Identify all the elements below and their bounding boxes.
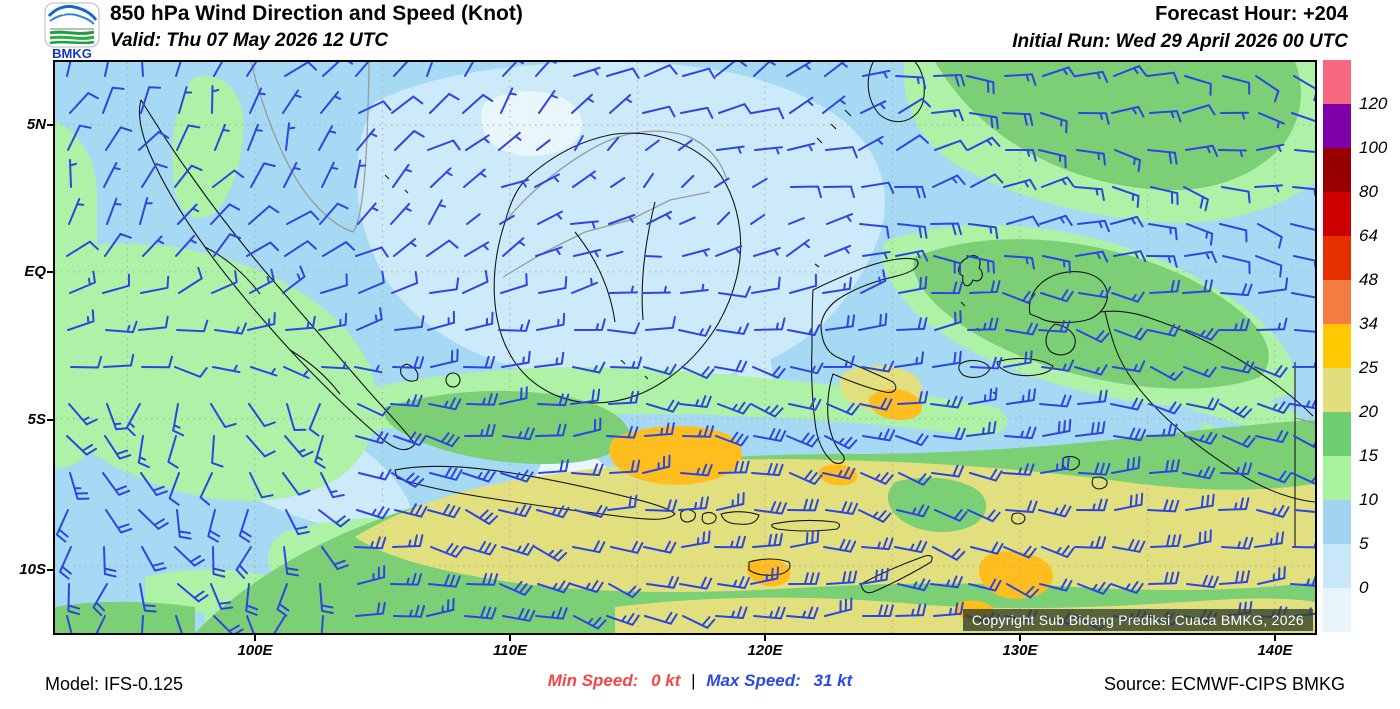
speed-separator: | (691, 671, 696, 690)
lon-tick-mark (509, 634, 511, 641)
colorbar-segment (1323, 368, 1351, 412)
wind-map: Copyright Sub Bidang Prediksi Cuaca BMKG… (55, 62, 1315, 633)
lat-tick-label: 5S (27, 411, 46, 428)
lon-tick-mark (254, 634, 256, 641)
wind-map-svg (55, 62, 1315, 633)
colorbar-segment (1323, 280, 1351, 324)
colorbar-label: 0 (1359, 578, 1369, 597)
lat-tick-mark (47, 569, 54, 571)
lon-tick-label: 140E (1257, 642, 1293, 659)
max-speed-label: Max Speed: (706, 671, 801, 690)
max-speed-value: 31 kt (813, 671, 853, 690)
lat-tick-label: 5N (26, 116, 46, 133)
colorbar-label: 15 (1359, 446, 1378, 465)
colorbar-segment (1323, 192, 1351, 236)
colorbar-segment (1323, 104, 1351, 148)
colorbar-segment (1323, 588, 1351, 632)
speed-range-labels: Min Speed: 0 kt | Max Speed: 31 kt (470, 671, 930, 691)
wind-barbs (55, 62, 1315, 633)
lon-tick-mark (764, 634, 766, 641)
lat-tick-mark (47, 124, 54, 126)
colorbar-label: 64 (1359, 226, 1378, 245)
colorbar-segment (1323, 324, 1351, 368)
lon-tick-label: 110E (493, 642, 527, 659)
colorbar-label: 100 (1359, 138, 1388, 157)
page-title: 850 hPa Wind Direction and Speed (Knot) (110, 2, 523, 25)
lat-tick-label: EQ (24, 263, 46, 280)
lon-tick-label: 120E (747, 642, 783, 659)
copyright-overlay: Copyright Sub Bidang Prediksi Cuaca BMKG… (962, 609, 1313, 631)
valid-time-label: Valid: Thu 07 May 2026 12 UTC (110, 30, 389, 51)
colorbar-label: 80 (1359, 182, 1378, 201)
lon-tick-mark (1019, 634, 1021, 641)
colorbar-label: 5 (1359, 534, 1369, 553)
shading-25-34kt (609, 389, 1054, 623)
colorbar-label: 48 (1359, 270, 1378, 289)
source-label: Source: ECMWF-CIPS BMKG (1103, 674, 1345, 694)
initial-run-label: Initial Run: Wed 29 April 2026 00 UTC (1012, 31, 1348, 52)
coastlines (138, 62, 1315, 594)
lat-tick-mark (47, 419, 54, 421)
bmkg-logo-text: BMKG (52, 46, 92, 60)
colorbar-label: 25 (1359, 358, 1378, 377)
colorbar-label: 34 (1359, 314, 1378, 333)
lon-tick-label: 100E (237, 642, 273, 659)
colorbar-segment (1323, 456, 1351, 500)
colorbar-segment (1323, 148, 1351, 192)
wind-barb-field (55, 62, 1315, 633)
bmkg-logo: BMKG (42, 2, 102, 61)
colorbar-label: 20 (1359, 402, 1378, 421)
colorbar-segment (1323, 236, 1351, 280)
colorbar-segment (1323, 412, 1351, 456)
colorbar-segment (1323, 60, 1351, 104)
model-label: Model: IFS-0.125 (45, 674, 184, 694)
speed-colorbar-legend (1323, 60, 1351, 632)
lat-tick-label: 10S (19, 561, 46, 578)
min-speed-value: 0 kt (651, 671, 681, 690)
colorbar-segment (1323, 544, 1351, 588)
min-speed-label: Min Speed: (547, 671, 639, 690)
lon-tick-mark (1274, 634, 1276, 641)
colorbar-label: 10 (1359, 490, 1378, 509)
lon-tick-label: 130E (1002, 642, 1038, 659)
colorbar-segment (1323, 500, 1351, 544)
lat-tick-mark (47, 271, 54, 273)
colorbar-label: 120 (1359, 94, 1388, 113)
forecast-hour-label: Forecast Hour: +204 (1155, 3, 1348, 25)
